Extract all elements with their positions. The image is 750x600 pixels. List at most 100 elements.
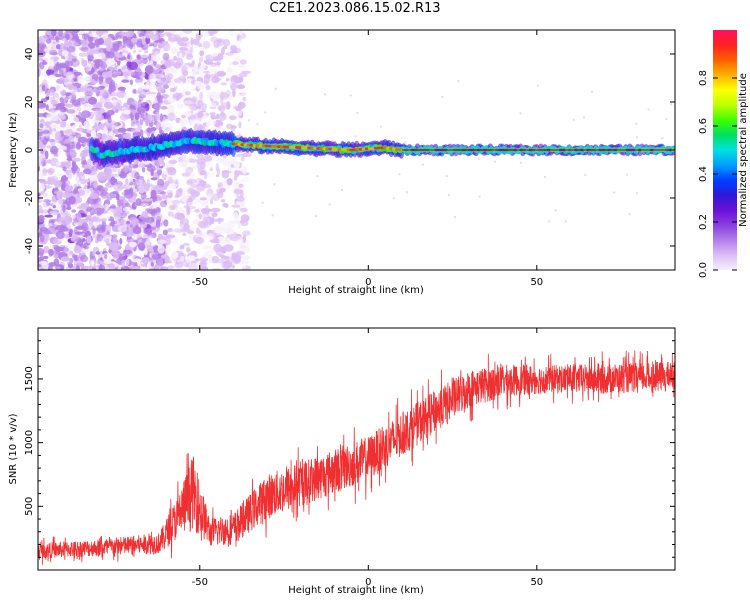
noise-blob: [64, 97, 69, 102]
noise-speck: [665, 117, 668, 121]
noise-blob: [102, 187, 108, 193]
noise-blob: [219, 187, 226, 193]
noise-blob: [51, 30, 57, 37]
noise-blob: [121, 47, 131, 55]
noise-blob: [182, 233, 187, 236]
noise-blob: [157, 244, 165, 254]
noise-blob: [153, 212, 163, 221]
noise-blob: [78, 87, 87, 92]
noise-blob: [119, 113, 129, 121]
noise-blob: [89, 193, 99, 200]
noise-blob: [72, 30, 80, 34]
noise-blob: [114, 263, 119, 268]
noise-blob: [190, 37, 194, 46]
noise-blob: [89, 207, 95, 216]
noise-speck: [245, 219, 249, 222]
noise-blob: [42, 209, 49, 214]
noise-blob: [139, 90, 146, 97]
noise-blob: [231, 204, 241, 208]
noise-blob: [202, 40, 211, 49]
noise-blob: [222, 202, 229, 208]
noise-blob: [58, 30, 64, 38]
noise-blob: [123, 102, 128, 108]
noise-blob: [72, 157, 81, 162]
noise-blob: [136, 234, 143, 243]
noise-blob: [166, 75, 171, 84]
noise-blob: [96, 52, 106, 60]
noise-blob: [137, 179, 147, 187]
noise-blob: [41, 84, 46, 92]
noise-blob: [66, 124, 71, 129]
noise-blob: [176, 212, 185, 221]
noise-blob: [209, 167, 213, 172]
noise-blob: [205, 54, 213, 60]
noise-blob: [38, 248, 45, 256]
noise-blob: [217, 39, 222, 44]
noise-blob: [220, 112, 225, 118]
noise-blob: [111, 98, 118, 106]
noise-blob: [46, 69, 55, 75]
noise-blob: [103, 260, 112, 264]
noise-speck: [582, 116, 586, 119]
noise-blob: [233, 105, 241, 110]
noise-blob: [71, 58, 77, 62]
noise-blob: [60, 256, 70, 262]
noise-blob: [85, 215, 92, 220]
noise-blob: [58, 63, 68, 69]
noise-blob: [64, 161, 72, 169]
noise-blob: [220, 199, 226, 203]
noise-blob: [38, 113, 46, 118]
noise-blob: [64, 39, 69, 48]
noise-blob: [90, 130, 97, 138]
noise-blob: [77, 75, 85, 84]
noise-blob: [108, 84, 116, 92]
noise-blob: [162, 52, 170, 61]
noise-blob: [141, 36, 146, 46]
noise-blob: [164, 123, 174, 127]
noise-blob: [221, 170, 230, 179]
noise-blob: [102, 217, 107, 222]
noise-blob: [217, 105, 222, 111]
noise-blob: [210, 73, 220, 78]
noise-blob: [228, 95, 233, 102]
noise-blob: [132, 226, 142, 235]
noise-blob: [67, 46, 76, 53]
noise-blob: [233, 176, 238, 181]
noise-blob: [222, 260, 233, 269]
noise-blob: [241, 70, 252, 74]
noise-blob: [167, 112, 176, 122]
noise-speck: [316, 175, 319, 178]
noise-blob: [91, 78, 96, 85]
noise-blob: [69, 245, 74, 251]
noise-blob: [40, 149, 44, 155]
noise-blob: [85, 66, 90, 73]
noise-blob: [91, 88, 99, 94]
noise-blob: [102, 32, 109, 40]
noise-blob: [137, 242, 146, 251]
noise-blob: [152, 55, 161, 62]
noise-speck: [356, 111, 359, 115]
noise-blob: [43, 185, 52, 190]
colorbar-ticks: 0.0 0.2 0.4 0.6 0.8: [698, 70, 737, 278]
noise-speck: [421, 163, 424, 166]
noise-speck: [661, 137, 664, 140]
noise-blob: [39, 234, 45, 243]
snr-line: [38, 350, 675, 565]
noise-blob: [145, 123, 150, 127]
noise-blob: [226, 67, 233, 73]
noise-blob: [198, 65, 205, 75]
noise-blob: [181, 65, 188, 74]
noise-speck: [328, 203, 331, 206]
noise-blob: [216, 157, 224, 163]
noise-blob: [150, 91, 157, 95]
noise-blob: [164, 127, 171, 133]
noise-blob: [234, 76, 244, 84]
noise-blob: [48, 175, 59, 182]
noise-blob: [134, 172, 140, 180]
x-tick-label: -50: [192, 577, 208, 588]
noise-blob: [75, 265, 81, 270]
noise-blob: [153, 102, 162, 111]
noise-blob: [51, 105, 56, 109]
noise-blob: [64, 129, 75, 136]
